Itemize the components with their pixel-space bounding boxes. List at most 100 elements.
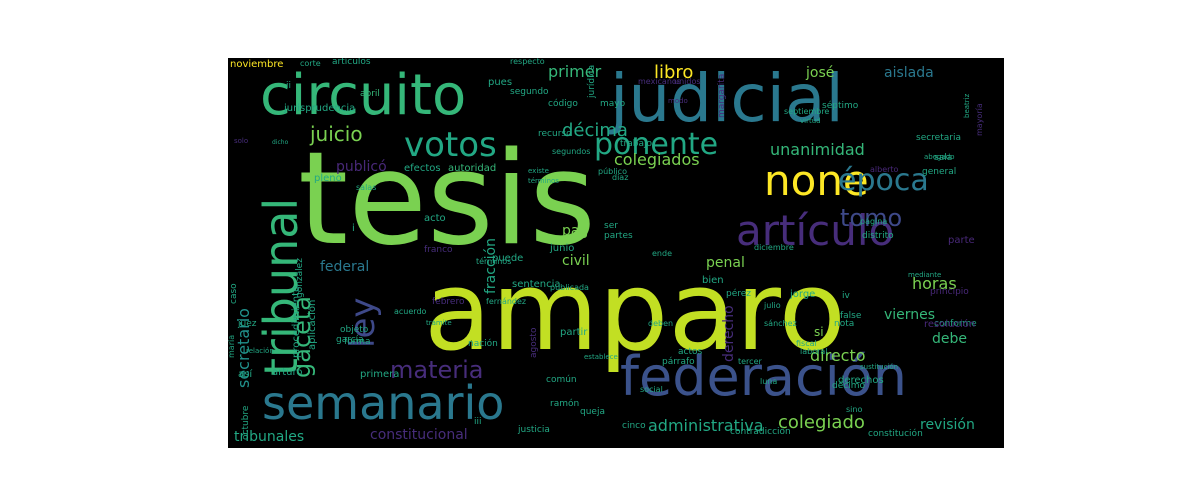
word-86: ramón — [550, 399, 580, 409]
word-8: artículo — [736, 206, 895, 255]
word-27: viernes — [884, 307, 936, 323]
word-135: sánchez — [764, 319, 797, 328]
word-109: distrito — [862, 231, 894, 241]
word-59: conforme — [934, 319, 977, 329]
word-144: existe — [528, 167, 549, 175]
word-94: gonzález — [295, 258, 305, 298]
word-126: fernández — [486, 297, 527, 306]
word-29: directo — [810, 346, 866, 365]
word-26: horas — [912, 274, 957, 293]
word-124: luna — [760, 377, 778, 386]
word-97: dicho — [272, 139, 289, 146]
word-64: puede — [492, 253, 524, 264]
word-96: maría — [228, 334, 236, 358]
word-128: relación — [246, 347, 274, 355]
word-131: i — [352, 223, 355, 234]
word-116: salas — [356, 183, 377, 192]
word-50: segundo — [510, 87, 549, 97]
word-112: pleno — [314, 173, 342, 184]
word-18: unanimidad — [770, 140, 865, 159]
word-76: laboral — [800, 347, 828, 356]
word-34: revisión — [920, 417, 975, 433]
word-122: actos — [678, 347, 703, 357]
word-133: décimo — [832, 381, 865, 391]
word-0: tesis — [298, 125, 596, 274]
word-118: jurídica — [587, 64, 597, 98]
word-114: público — [598, 167, 627, 176]
word-111: página — [860, 217, 888, 226]
word-33: tribunales — [234, 429, 305, 445]
word-25: federal — [320, 259, 370, 275]
word-75: fiscal — [796, 339, 817, 348]
word-121: deben — [648, 319, 674, 328]
word-146: trámite — [426, 319, 452, 327]
word-57: general — [922, 167, 957, 177]
word-51: pues — [488, 77, 513, 88]
word-65: junio — [550, 243, 575, 254]
word-9: votos — [404, 125, 497, 165]
word-52: recurso — [538, 129, 572, 139]
word-11: época — [838, 163, 929, 198]
word-89: contradicción — [730, 427, 791, 437]
word-5: semanario — [262, 376, 505, 430]
word-44: artículos — [332, 58, 371, 67]
word-130: ii — [286, 81, 292, 91]
word-91: octubre — [241, 405, 251, 440]
word-21: primer — [548, 62, 602, 81]
word-41: si — [814, 325, 824, 339]
word-106: publicada — [550, 283, 589, 292]
word-93: aplicación — [307, 299, 318, 350]
word-35: debe — [932, 331, 967, 347]
word-46: jurisprudencia — [284, 103, 356, 114]
word-102: unidos — [674, 77, 701, 86]
word-147: virtud — [800, 117, 821, 125]
word-101: mexicanos — [638, 77, 681, 86]
word-83: partir — [560, 327, 588, 338]
word-107: términos — [476, 257, 512, 266]
word-134: franco — [424, 245, 453, 255]
word-42: noviembre — [230, 59, 284, 70]
word-81: arturo — [272, 367, 303, 378]
word-30: derecho — [721, 305, 737, 362]
word-66: sentencia — [512, 279, 561, 290]
word-143: sustitución — [860, 363, 899, 371]
word-45: respecto — [510, 58, 545, 66]
word-68: pérez — [726, 289, 752, 299]
word-88: cinco — [622, 421, 646, 431]
word-87: justicia — [518, 425, 550, 435]
word-90: constitución — [868, 429, 923, 439]
word-110: diciembre — [754, 243, 794, 252]
word-31: administrativa — [648, 416, 764, 435]
word-67: bien — [702, 275, 724, 286]
word-3: circuito — [260, 63, 467, 128]
word-148: términos — [528, 177, 559, 185]
word-38: pag — [562, 223, 589, 239]
word-125: alberto — [870, 165, 899, 174]
word-17: décima — [562, 120, 628, 141]
word-77: juez — [238, 319, 257, 329]
word-54: autoridad — [448, 163, 497, 174]
word-82: primera — [360, 369, 400, 380]
word-136: forma — [344, 337, 371, 347]
word-61: principio — [930, 287, 969, 297]
word-14: materia — [390, 356, 484, 384]
word-99: partes — [604, 231, 633, 241]
word-47: código — [548, 99, 578, 109]
word-60: parte — [948, 235, 975, 246]
word-137: solo — [234, 137, 249, 145]
word-132: social — [640, 385, 663, 394]
word-49: abril — [360, 89, 380, 99]
word-72: false — [840, 311, 862, 321]
word-120: nación — [468, 339, 498, 349]
word-149: abogado — [924, 153, 955, 161]
word-85: queja — [580, 407, 605, 417]
word-40: publicó — [336, 159, 387, 175]
word-cloud: tesis amparo judicial circuito federación sem… — [228, 58, 1004, 448]
word-103: séptimo — [822, 101, 859, 111]
word-80: así — [238, 369, 253, 380]
word-55: trabajo — [620, 139, 652, 149]
word-129: iii — [474, 417, 482, 427]
word-74: tercer — [738, 357, 762, 366]
word-7: none — [764, 156, 869, 205]
word-78: objeto — [340, 325, 369, 335]
